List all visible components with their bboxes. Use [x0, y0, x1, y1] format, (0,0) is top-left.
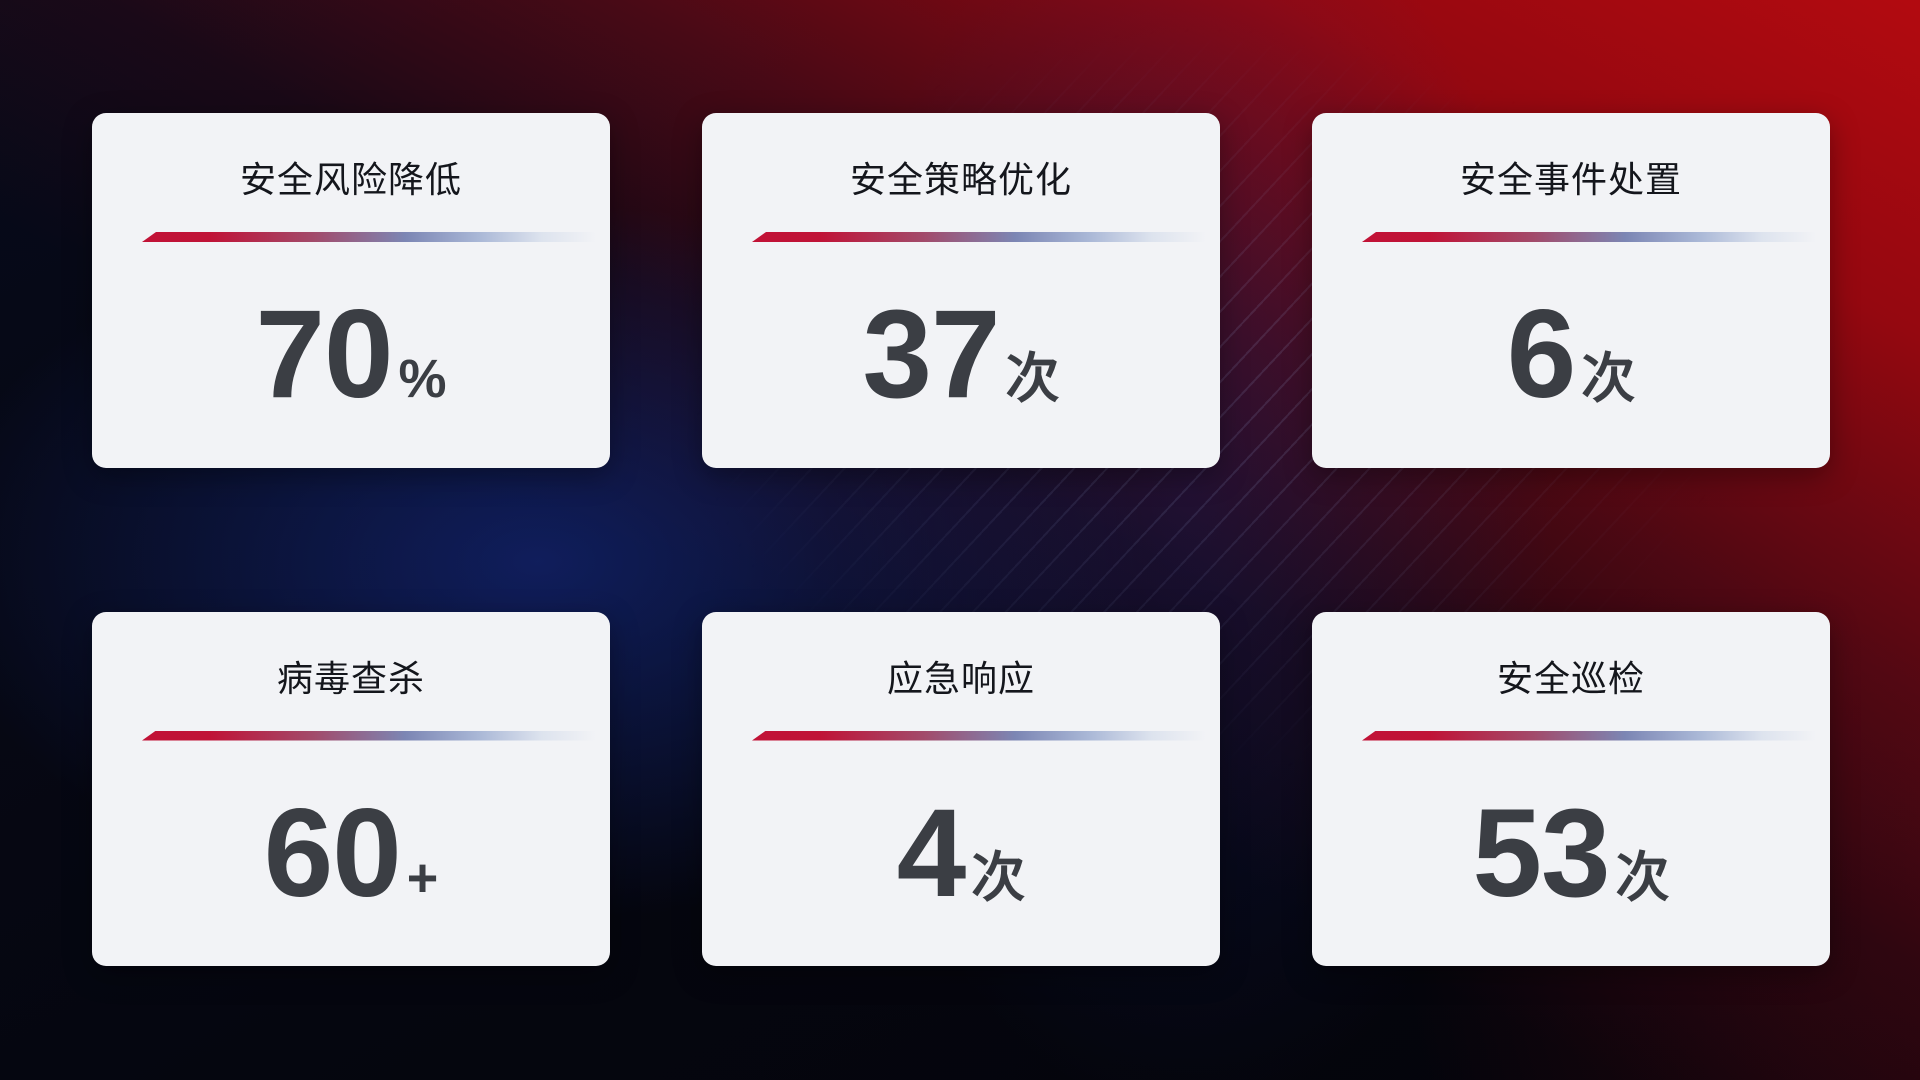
stat-card-policy-optimization: 安全策略优化 37 次 — [702, 113, 1220, 468]
stat-value: 60 — [263, 783, 402, 923]
stat-value: 6 — [1506, 285, 1577, 424]
stat-suffix: + — [406, 847, 439, 908]
gradient-divider — [142, 232, 596, 242]
stat-suffix: 次 — [1615, 847, 1670, 908]
stat-value: 37 — [862, 285, 1000, 424]
stat-card-virus-scan: 病毒查杀 60 + — [92, 611, 610, 966]
stat-suffix: 次 — [971, 847, 1026, 908]
stat-suffix: % — [398, 349, 447, 409]
gradient-divider — [1362, 232, 1816, 242]
stat-card-emergency-response: 应急响应 4 次 — [702, 611, 1220, 966]
card-title: 安全策略优化 — [849, 159, 1072, 200]
stat-value-row: 53 次 — [1472, 791, 1669, 916]
stat-value-row: 60 + — [264, 791, 439, 916]
card-title: 病毒查杀 — [276, 657, 425, 699]
stat-value-row: 70 % — [255, 292, 446, 417]
stat-card-risk-reduction: 安全风险降低 70 % — [92, 113, 610, 468]
card-title: 应急响应 — [886, 657, 1035, 699]
stat-suffix: 次 — [1005, 349, 1060, 409]
stat-value-row: 37 次 — [862, 292, 1059, 417]
stat-value: 53 — [1472, 783, 1610, 923]
gradient-divider — [142, 730, 596, 741]
stat-value-row: 6 次 — [1507, 292, 1636, 417]
stat-suffix: 次 — [1581, 349, 1636, 409]
gradient-divider — [752, 232, 1206, 242]
stat-card-incident-handling: 安全事件处置 6 次 — [1312, 113, 1830, 468]
stat-value: 70 — [255, 285, 393, 424]
stat-value: 4 — [896, 783, 967, 923]
gradient-divider — [1362, 730, 1816, 741]
stat-value-row: 4 次 — [897, 791, 1026, 916]
stat-card-security-inspection: 安全巡检 53 次 — [1312, 611, 1830, 966]
card-title: 安全风险降低 — [239, 159, 462, 200]
card-title: 安全事件处置 — [1459, 159, 1682, 200]
card-title: 安全巡检 — [1496, 657, 1645, 699]
gradient-divider — [752, 730, 1206, 741]
